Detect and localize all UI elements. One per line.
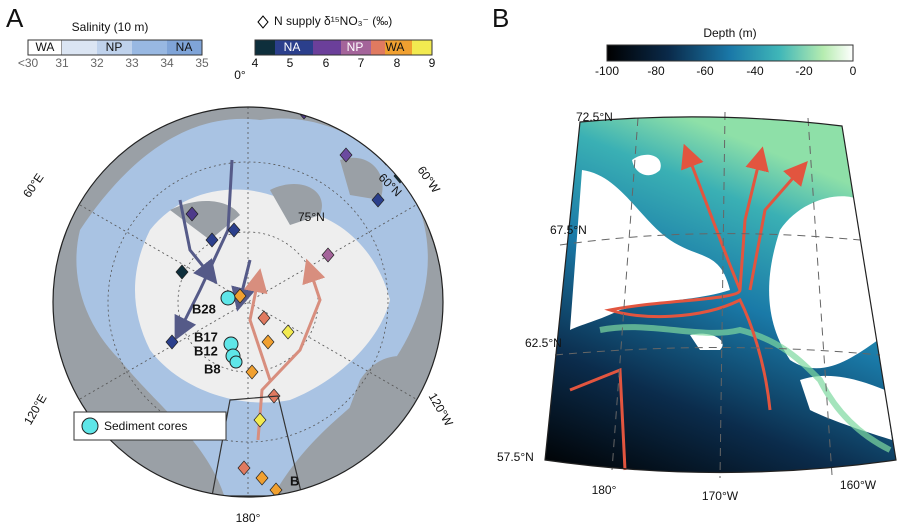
core-label: B8	[204, 361, 221, 376]
tick-label: 7	[358, 56, 365, 70]
diamond-icon	[258, 16, 268, 28]
core-label: B28	[192, 301, 216, 316]
band-label: NA	[284, 40, 301, 54]
lat-label: 67.5°N	[550, 223, 587, 237]
band-label: NA	[176, 40, 193, 54]
map-label: 60°W	[414, 163, 443, 196]
map-label: 120°W	[426, 390, 457, 429]
tick-label: -20	[795, 64, 813, 78]
tick-label: 9	[429, 56, 436, 70]
tick-label: 8	[394, 56, 401, 70]
lat-label: 72.5°N	[576, 110, 613, 124]
tick-label: -40	[746, 64, 764, 78]
map-label: 60°E	[20, 171, 46, 200]
lon-label: 180°	[592, 483, 617, 497]
band-label: WA	[386, 40, 405, 54]
band-label: NP	[106, 40, 123, 54]
lon-label: 160°W	[840, 478, 877, 492]
polar-map	[40, 100, 460, 520]
core-label: B12	[194, 343, 218, 358]
lat-label: 62.5°N	[525, 336, 562, 350]
legend-title: Depth (m)	[703, 26, 756, 40]
map-label: 120°E	[21, 392, 50, 427]
map-label: 180°	[236, 511, 261, 525]
tick-label: 35	[195, 56, 209, 70]
inset-label: B	[290, 473, 299, 488]
map-label: 0°	[234, 68, 246, 82]
panel-label: A	[6, 3, 24, 33]
panel-label: B	[492, 3, 509, 33]
lon-label: 170°W	[702, 489, 739, 503]
regional-map	[545, 112, 896, 478]
legend-title: N supply δ¹⁵NO₃⁻ (‰)	[274, 14, 392, 28]
tick-label: 4	[252, 56, 259, 70]
core-label: B17	[194, 329, 218, 344]
tick-label: -60	[696, 64, 714, 78]
tick-label: 33	[125, 56, 139, 70]
map-label: 75°N	[298, 210, 325, 224]
tick-label: 31	[55, 56, 69, 70]
tick-label: -80	[647, 64, 665, 78]
tick-label: 0	[850, 64, 857, 78]
legend-title: Salinity (10 m)	[72, 20, 149, 34]
legend-box: Sediment cores	[74, 412, 226, 440]
tick-label: 6	[323, 56, 330, 70]
band-label: WA	[36, 40, 55, 54]
tick-label: 34	[160, 56, 174, 70]
legend-text: Sediment cores	[104, 419, 187, 433]
nitrate-colorbar	[255, 40, 432, 55]
figure: A Salinity (10 m) WA NP NA <30 31 32 33 …	[0, 0, 908, 529]
tick-label: <30	[18, 56, 39, 70]
band-label: NP	[347, 40, 364, 54]
depth-colorbar	[607, 45, 853, 61]
tick-label: 5	[287, 56, 294, 70]
lat-label: 57.5°N	[497, 450, 534, 464]
tick-label: -100	[595, 64, 619, 78]
tick-label: 32	[90, 56, 104, 70]
